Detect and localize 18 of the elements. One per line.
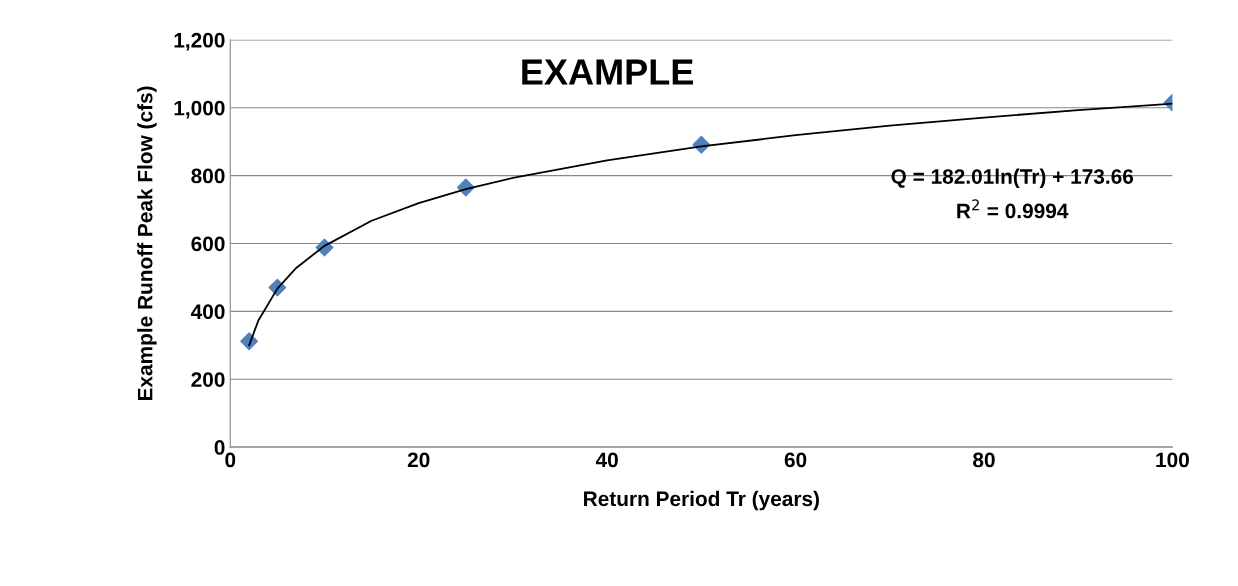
x-tick-label: 20 <box>407 452 430 468</box>
x-tick-label: 80 <box>973 452 995 468</box>
annotation: R$^{2}$ = 0.9994 <box>957 199 1069 219</box>
y-tick-label: 0 <box>214 440 225 455</box>
y-axis-title: Example Runoff Peak Flow (cfs) <box>137 86 157 401</box>
chart-title: EXAMPLE <box>522 59 693 85</box>
annotation: Q = 182.01ln(Tr) + 173.66 <box>891 168 1134 189</box>
y-tick-label: 800 <box>191 168 225 184</box>
x-tick-label: 40 <box>595 452 618 468</box>
y-tick-label: 1,200 <box>174 32 225 51</box>
y-tick-label: 200 <box>191 372 225 387</box>
x-tick-label: 0 <box>225 452 236 468</box>
y-tick-label: 600 <box>191 236 225 252</box>
y-tick-label: 1,000 <box>174 100 225 119</box>
x-tick-label: 60 <box>784 452 807 468</box>
x-axis-title: Return Period Tr (years) <box>584 490 819 511</box>
x-tick-label: 100 <box>1156 452 1189 468</box>
y-tick-label: 400 <box>190 304 225 320</box>
